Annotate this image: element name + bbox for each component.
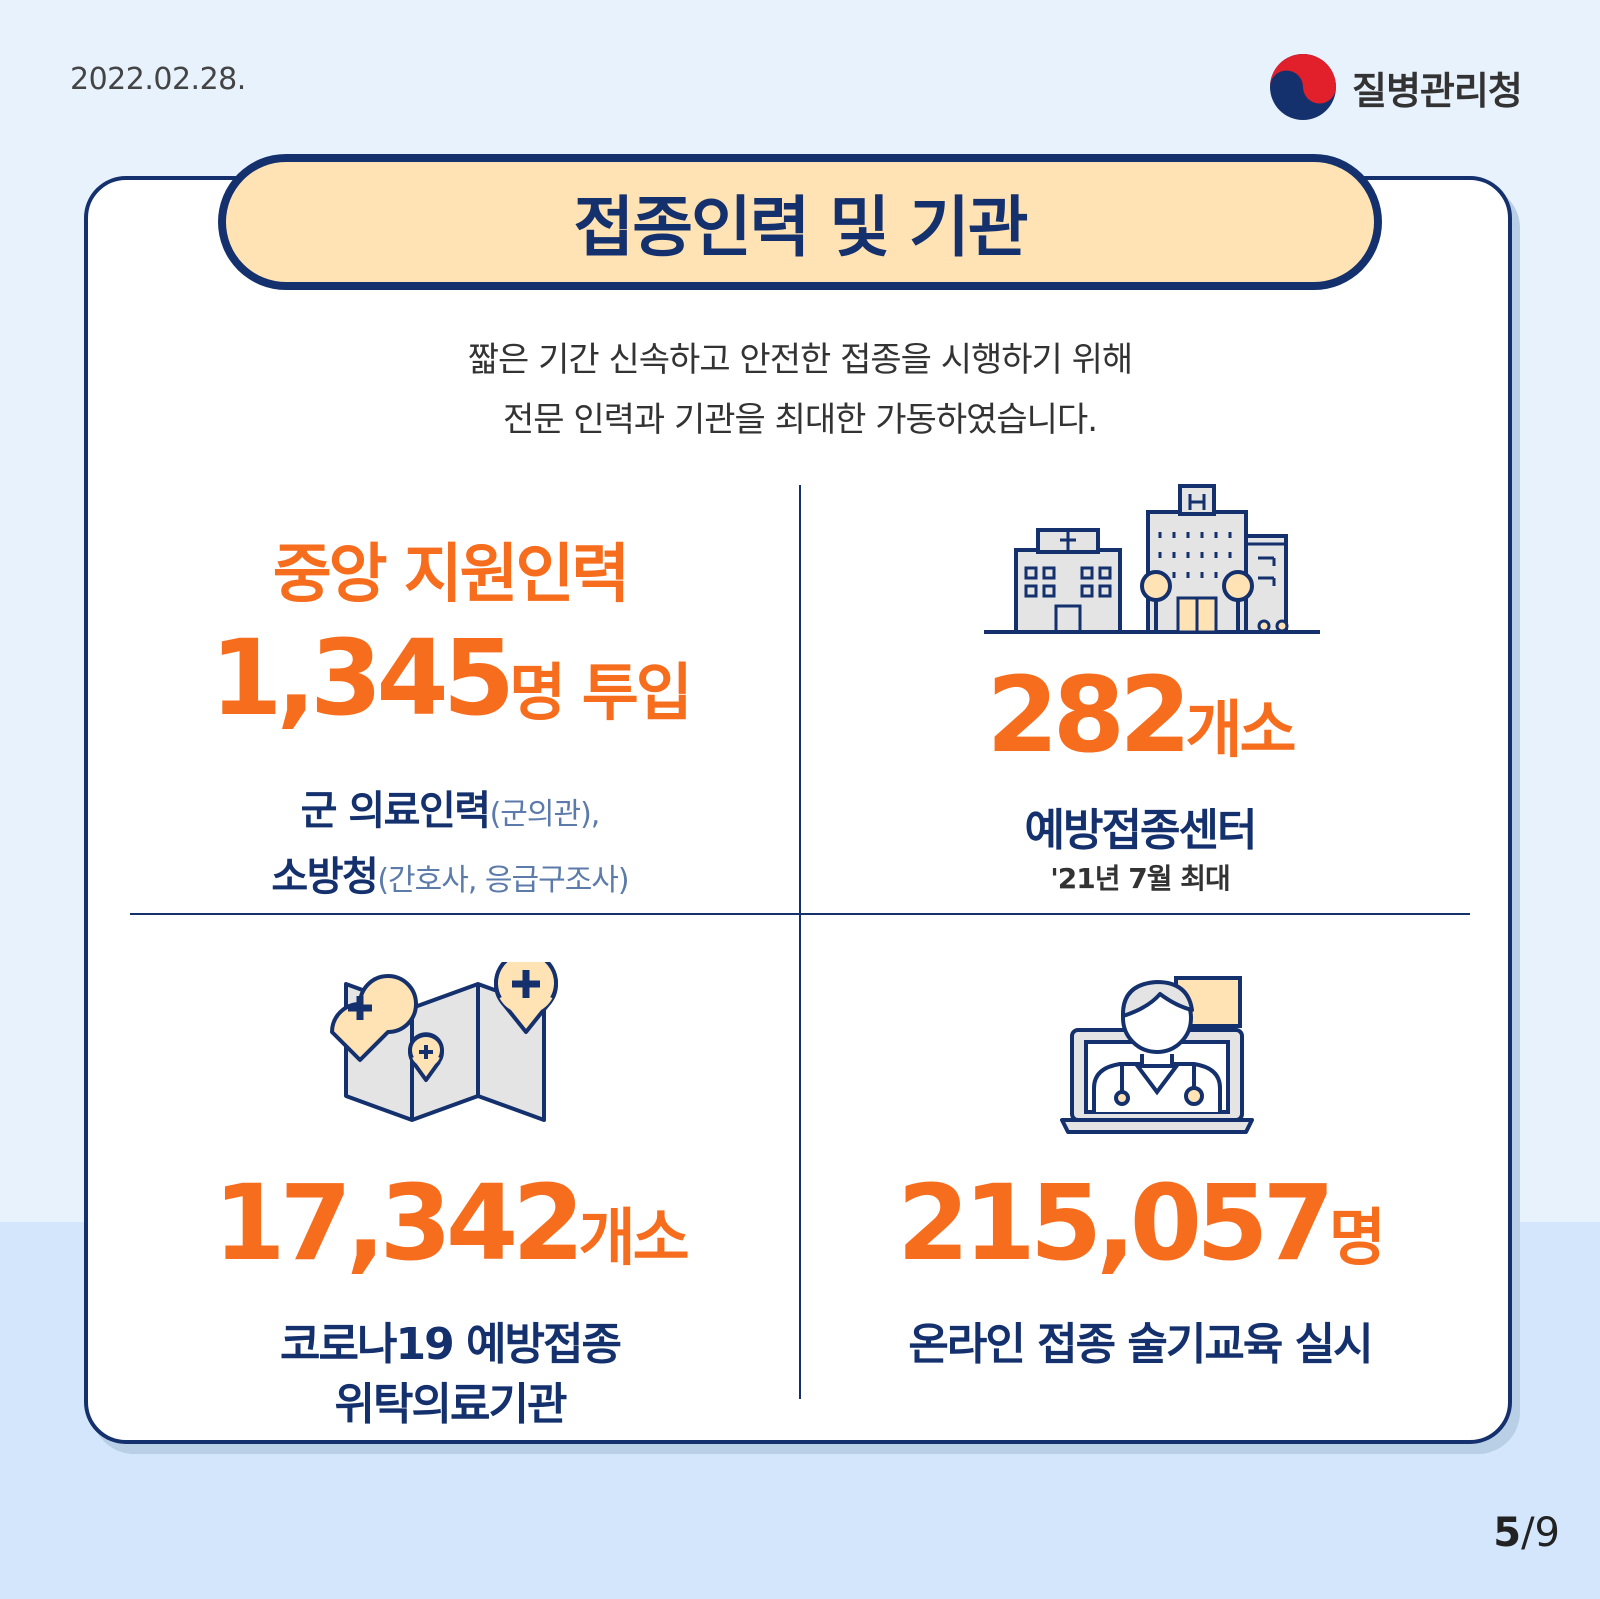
content-card	[84, 176, 1512, 1444]
map-pins-icon	[330, 962, 558, 1122]
vertical-divider	[799, 485, 801, 1399]
date-label: 2022.02.28.	[70, 62, 246, 97]
detail2-sub: (간호사, 응급구조사)	[377, 863, 629, 898]
centers-unit: 개소	[1185, 693, 1297, 766]
hospital-buildings-icon	[984, 484, 1320, 634]
clinics-label: 코로나19 예방접종 위탁의료기관	[130, 1315, 770, 1435]
centers-figure: 282개소	[820, 660, 1460, 801]
stat-central-support: 중앙 지원인력 1,345명 투입 군 의료인력(군의관), 소방청(간호사, …	[130, 535, 770, 912]
online-doctor-icon	[1060, 976, 1254, 1134]
central-support-unit: 명 투입	[509, 656, 693, 729]
central-support-value: 1,345	[210, 617, 515, 739]
clinics-label-line-1: 코로나19 예방접종	[280, 1319, 622, 1370]
central-support-heading: 중앙 지원인력	[272, 538, 631, 612]
stat-centers: 282개소 예방접종센터 '21년 7월 최대	[820, 660, 1460, 897]
horizontal-divider	[130, 913, 1470, 915]
centers-value: 282	[986, 654, 1191, 776]
taegeuk-logo-icon	[1270, 54, 1336, 120]
clinics-value: 17,342	[213, 1162, 584, 1284]
clinics-figure: 17,342개소	[130, 1168, 770, 1309]
agency-logo: 질병관리청	[1268, 52, 1523, 122]
pagination: 5/9	[1493, 1510, 1560, 1556]
intro-line-2: 전문 인력과 기관을 최대한 가동하였습니다.	[502, 400, 1098, 440]
intro-text: 짧은 기간 신속하고 안전한 접종을 시행하기 위해 전문 인력과 기관을 최대…	[200, 330, 1400, 450]
intro-line-1: 짧은 기간 신속하고 안전한 접종을 시행하기 위해	[467, 340, 1133, 380]
stat-training: 215,057명 온라인 접종 술기교육 실시	[820, 1168, 1460, 1375]
page-total: /9	[1521, 1510, 1560, 1556]
title-pill: 접종인력 및 기관	[222, 158, 1378, 286]
central-support-detail: 군 의료인력(군의관), 소방청(간호사, 응급구조사)	[130, 780, 770, 912]
training-figure: 215,057명	[820, 1168, 1460, 1309]
central-support-figure: 1,345명 투입	[130, 623, 770, 764]
agency-name: 질병관리청	[1352, 68, 1523, 113]
clinics-label-line-2: 위탁의료기관	[334, 1379, 568, 1430]
detail1-main: 군 의료인력	[300, 788, 491, 834]
page-current: 5	[1493, 1510, 1522, 1556]
training-unit: 명	[1328, 1201, 1386, 1274]
centers-note: '21년 7월 최대	[1050, 862, 1231, 895]
detail2-main: 소방청	[271, 854, 378, 900]
centers-label: 예방접종센터	[1024, 805, 1258, 856]
clinics-unit: 개소	[578, 1201, 690, 1274]
training-label: 온라인 접종 술기교육 실시	[908, 1319, 1373, 1370]
detail1-sub: (군의관),	[489, 797, 601, 832]
training-value: 215,057	[897, 1162, 1335, 1284]
page-title: 접종인력 및 기관	[573, 189, 1029, 266]
stat-clinics: 17,342개소 코로나19 예방접종 위탁의료기관	[130, 1168, 770, 1435]
